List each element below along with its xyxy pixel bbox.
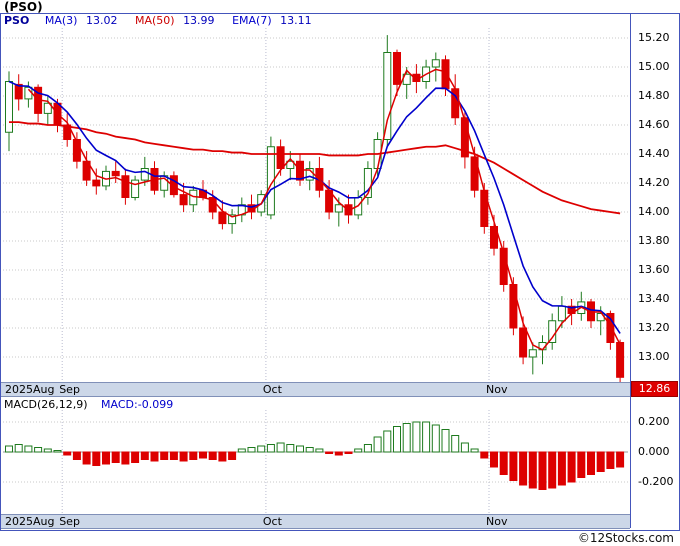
ma3-value: 13.02 — [85, 14, 118, 27]
price-tick-label: 13.20 — [638, 321, 670, 334]
candlestick-chart — [3, 28, 628, 384]
macd-value: MACD:-0.099 — [101, 398, 174, 411]
watermark: ©12Stocks.com — [577, 531, 674, 545]
price-tick-label: 14.00 — [638, 205, 670, 218]
date-axis-macd: 2025Aug Sep Oct Nov — [1, 514, 630, 529]
month-label: Oct — [262, 383, 282, 396]
month-label: Oct — [262, 515, 282, 528]
month-label: 2025Aug — [5, 383, 55, 396]
price-tick-label: 14.20 — [638, 176, 670, 189]
price-tick-label: 13.40 — [638, 292, 670, 305]
price-tick-label: 13.00 — [638, 350, 670, 363]
month-label: 2025Aug — [5, 515, 55, 528]
date-axis-price: 2025Aug Sep Oct Nov — [1, 382, 630, 397]
price-tick-label: 13.60 — [638, 263, 670, 276]
chart-title: (PSO) — [4, 0, 43, 14]
chart-frame: PSO MA(3) 13.02 MA(50) 13.99 EMA(7) 13.1… — [0, 13, 680, 531]
ema7-value: 13.11 — [280, 14, 312, 27]
macd-tick-label: 0.200 — [638, 415, 670, 428]
price-tick-label: 13.80 — [638, 234, 670, 247]
price-tick-label: 14.60 — [638, 118, 670, 131]
price-axis-column: 12.86 15.20 15.00 14.80 14.60 14.40 14.20 14.0… — [630, 0, 680, 546]
symbol-label: PSO — [4, 14, 30, 27]
last-price-badge: 12.86 — [631, 381, 678, 397]
ma50-value: 13.99 — [183, 14, 215, 27]
price-tick-label: 14.80 — [638, 89, 670, 102]
ema7-label: EMA(7) — [232, 14, 272, 27]
month-label: Nov — [486, 515, 508, 528]
macd-tick-label: 0.000 — [638, 445, 670, 458]
ma50-label: MA(50) — [134, 14, 175, 27]
price-legend: PSO MA(3) 13.02 MA(50) 13.99 EMA(7) 13.1… — [4, 14, 326, 27]
month-label: Nov — [486, 383, 508, 396]
axis-divider — [630, 14, 631, 528]
month-label: Sep — [59, 383, 80, 396]
price-tick-label: 15.00 — [638, 60, 670, 73]
macd-label: MACD(26,12,9) — [4, 398, 88, 411]
macd-tick-label: -0.200 — [638, 475, 674, 488]
ma3-label: MA(3) — [44, 14, 78, 27]
macd-legend: MACD(26,12,9) MACD:-0.099 — [4, 398, 178, 411]
month-label: Sep — [59, 515, 80, 528]
price-tick-label: 14.40 — [638, 147, 670, 160]
macd-histogram-chart — [3, 410, 628, 514]
price-tick-label: 15.20 — [638, 31, 670, 44]
